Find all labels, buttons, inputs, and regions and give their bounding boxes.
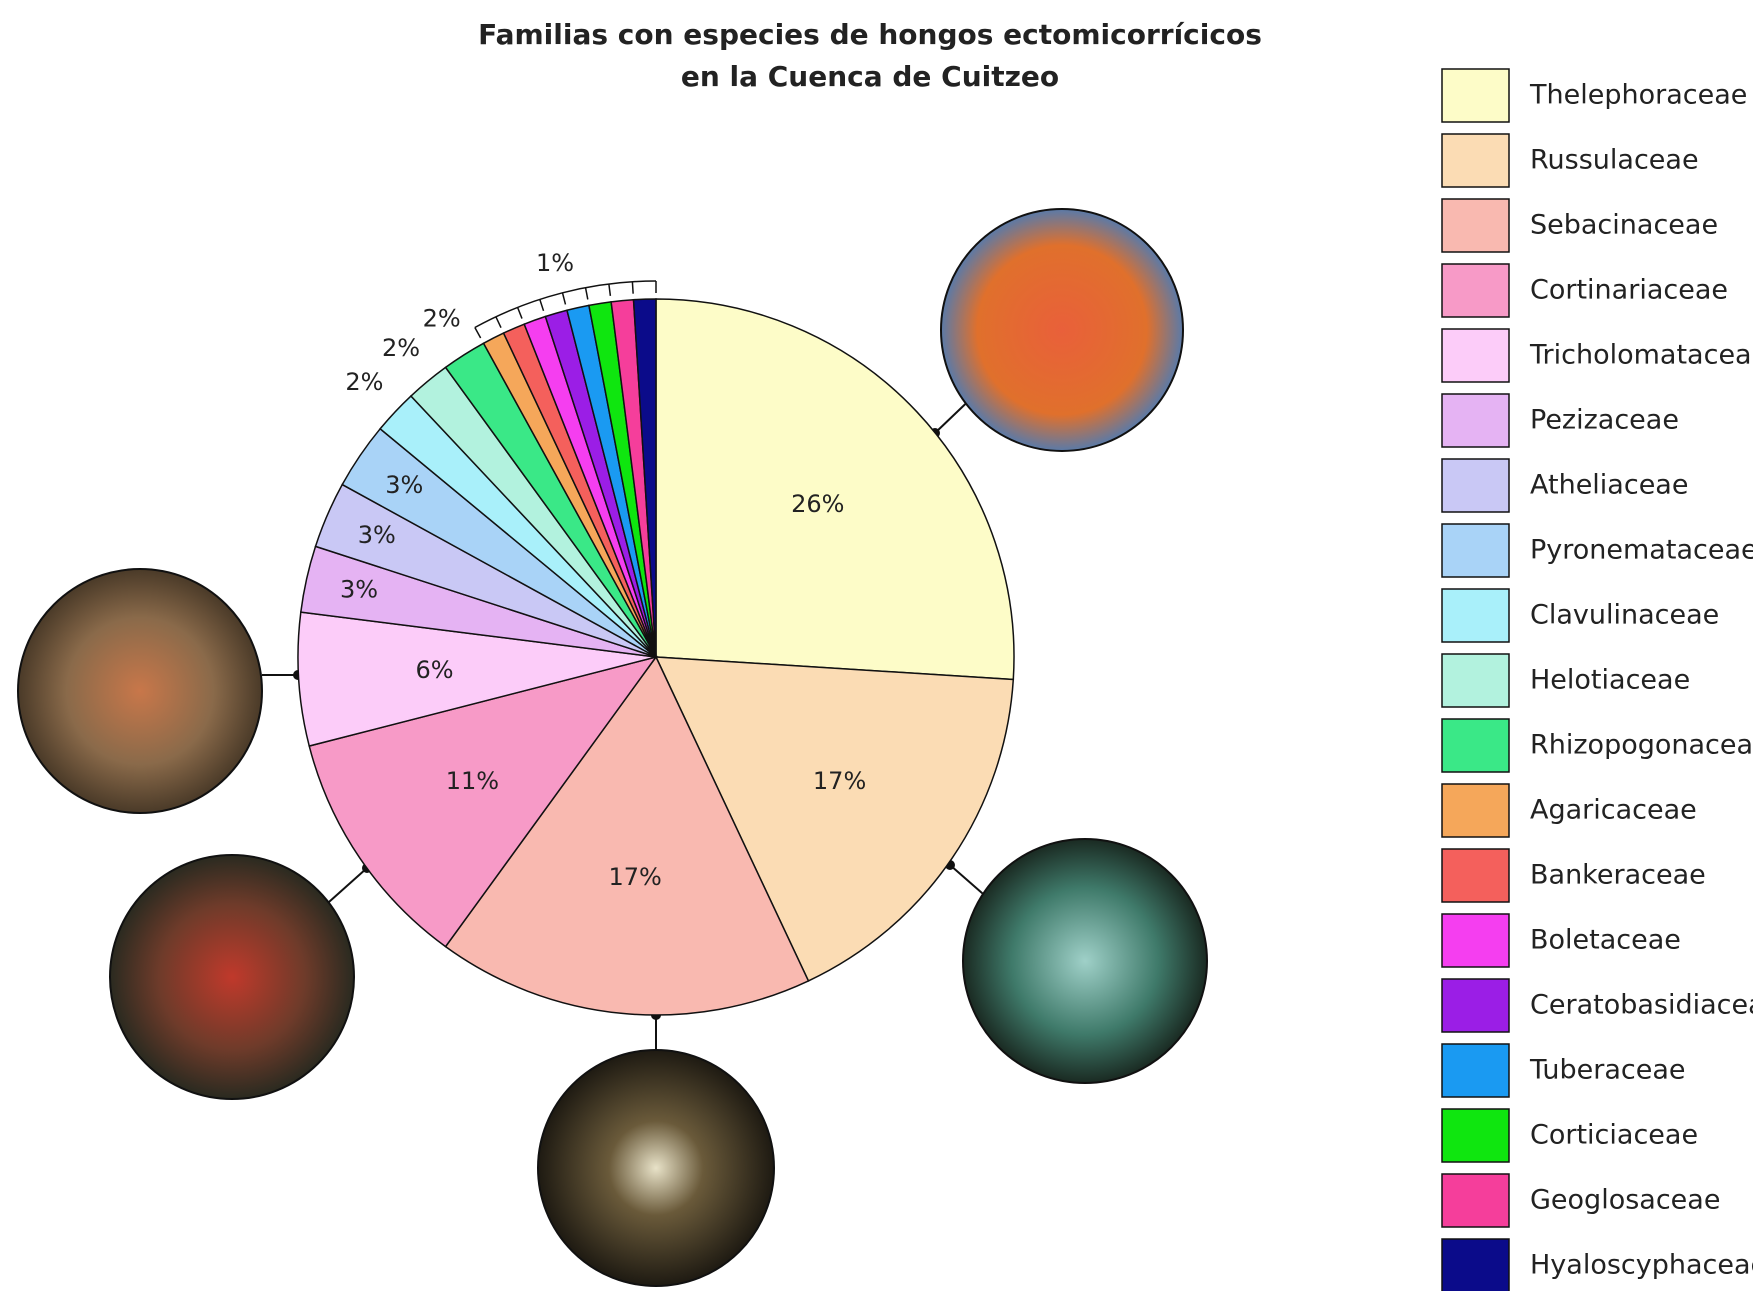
value-label: 2% [382, 334, 420, 362]
legend-swatch [1441, 263, 1510, 318]
value-label: 2% [345, 368, 383, 396]
legend-label: Thelephoraceae [1529, 80, 1747, 111]
bracket-tick [608, 283, 612, 296]
legend-label: Pyronemataceae [1530, 535, 1753, 566]
legend-label: Agaricaceae [1530, 795, 1697, 826]
value-label: 3% [385, 471, 423, 499]
legend-label: Russulaceae [1530, 145, 1699, 176]
pie-slice [444, 655, 810, 1016]
legend-swatch [1441, 328, 1510, 383]
legend-swatch [1441, 393, 1510, 448]
legend-label: Corticiaceae [1530, 1120, 1698, 1151]
photos [17, 208, 1208, 1287]
legend-swatch [1441, 1173, 1510, 1228]
pie-slice [655, 298, 1015, 681]
legend-swatch [1441, 458, 1510, 513]
photo [962, 838, 1208, 1084]
value-label: 1% [536, 249, 574, 277]
legend-swatch [1441, 588, 1510, 643]
pie-slice [297, 611, 657, 747]
legend-label: Tuberaceae [1529, 1055, 1686, 1086]
legend-swatch [1441, 978, 1510, 1033]
legend-swatch [1441, 913, 1510, 968]
photo [17, 568, 263, 814]
legend: Thelephoraceae Russulaceae Sebacinaceae Cor… [1441, 68, 1753, 1291]
legend-label: Geoglosaceae [1530, 1185, 1720, 1216]
bracket-tick [495, 316, 502, 328]
value-label: 17% [608, 863, 661, 891]
bracket-tick [584, 287, 589, 300]
chart-subtitle: en la Cuenca de Cuitzeo [681, 60, 1059, 93]
pie: 26%17%17%11%6%3%3%3%2%2%2%1% [297, 249, 1015, 1016]
legend-swatch [1441, 1238, 1510, 1291]
legend-label: Bankeraceae [1530, 860, 1706, 891]
legend-swatch [1441, 68, 1510, 123]
chart-title: Familias con especies de hongos ectomico… [478, 18, 1262, 51]
legend-label: Cortinariaceae [1530, 275, 1728, 306]
legend-swatch [1441, 783, 1510, 838]
legend-swatch [1441, 653, 1510, 708]
photo [109, 854, 355, 1100]
photo [537, 1049, 775, 1287]
legend-label: Rhizopogonaceae [1530, 730, 1753, 761]
pie-slice [308, 655, 658, 948]
legend-swatch [1441, 1108, 1510, 1163]
value-label: 2% [423, 304, 461, 332]
value-label: 6% [415, 656, 453, 684]
legend-label: Boletaceae [1530, 925, 1681, 956]
legend-swatch [1441, 133, 1510, 188]
legend-label: Tricholomataceae [1529, 340, 1753, 371]
value-label: 3% [340, 576, 378, 604]
value-label: 11% [446, 767, 499, 795]
legend-swatch [1441, 848, 1510, 903]
value-label: 17% [813, 767, 866, 795]
value-label: 26% [791, 490, 844, 518]
legend-label: Atheliaceae [1530, 470, 1688, 501]
bracket-tick [561, 292, 567, 305]
legend-swatch [1441, 1043, 1510, 1098]
bracket-tick [474, 327, 482, 339]
pie-slice [654, 656, 1015, 982]
bracket-tick [539, 299, 545, 312]
legend-swatch [1441, 198, 1510, 253]
legend-label: Pezizaceae [1530, 405, 1679, 436]
legend-label: Sebacinaceae [1530, 210, 1718, 241]
pie-slice [632, 298, 657, 658]
legend-label: Hyaloscyphaceae [1530, 1250, 1753, 1281]
legend-label: Clavulinaceae [1530, 600, 1719, 631]
photo [940, 208, 1184, 452]
value-label: 3% [358, 521, 396, 549]
legend-label: Helotiaceae [1530, 665, 1690, 696]
legend-label: Ceratobasidiaceae [1530, 990, 1753, 1021]
legend-swatch [1441, 718, 1510, 773]
bracket-tick [516, 307, 523, 319]
bracket-tick [631, 281, 634, 294]
legend-swatch [1441, 523, 1510, 578]
